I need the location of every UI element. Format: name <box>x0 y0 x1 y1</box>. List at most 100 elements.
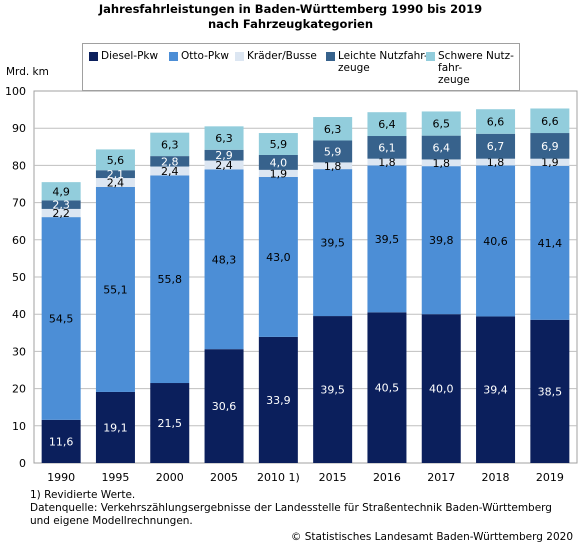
data-label: 2,4 <box>215 159 233 172</box>
bar-segment <box>258 169 298 177</box>
data-label: 2,8 <box>161 155 179 168</box>
data-label: 6,6 <box>541 115 559 128</box>
bar-segment <box>530 108 570 134</box>
legend-label: Leichte Nutzfahr- zeuge <box>338 50 428 74</box>
bar-segment <box>367 112 407 137</box>
bar-segment <box>367 158 407 166</box>
x-tick-label: 2005 <box>210 471 238 484</box>
footnote: 1) Revidierte Werte. <box>30 489 136 501</box>
data-label: 2,2 <box>52 207 70 220</box>
x-tick-label: 2015 <box>319 471 347 484</box>
data-label: 2,4 <box>161 165 179 178</box>
legend-swatch <box>326 52 335 61</box>
x-tick-label: 2000 <box>156 471 184 484</box>
data-label: 55,1 <box>103 283 128 296</box>
data-label: 11,6 <box>49 435 74 448</box>
bar-segment <box>41 419 81 463</box>
y-tick-label: 50 <box>12 271 26 284</box>
x-tick-label: 2019 <box>536 471 564 484</box>
data-label: 1,8 <box>433 157 451 170</box>
bar-segment <box>313 117 353 141</box>
chart-legend: Diesel-Pkw Otto-Pkw Kräder/Busse Leichte Nu… <box>82 43 520 91</box>
bar-segment <box>150 383 190 463</box>
data-label: 2,9 <box>215 149 233 162</box>
y-axis-unit-label: Mrd. km <box>6 66 49 78</box>
data-label: 19,1 <box>103 421 128 434</box>
data-label: 2,1 <box>107 168 125 181</box>
data-label: 33,9 <box>266 394 291 407</box>
bar-segment <box>530 319 570 463</box>
data-label: 48,3 <box>212 253 237 266</box>
data-label: 55,8 <box>158 273 183 286</box>
bar-segment <box>313 162 353 170</box>
bar-segment <box>530 165 570 320</box>
bar-segment <box>41 200 81 209</box>
data-label: 21,5 <box>158 417 183 430</box>
legend-item: Diesel-Pkw <box>89 50 158 62</box>
data-label: 1,8 <box>378 156 396 169</box>
data-label: 6,4 <box>378 118 396 131</box>
data-label: 1,8 <box>324 160 342 173</box>
y-tick-label: 0 <box>19 457 26 470</box>
legend-swatch <box>235 52 244 61</box>
data-label: 2,3 <box>52 199 70 212</box>
legend-swatch <box>169 52 178 61</box>
bar-segment <box>476 109 516 134</box>
bar-segment <box>41 217 81 420</box>
bar-segment <box>421 314 461 463</box>
data-label: 5,9 <box>324 145 342 158</box>
bar-segment <box>367 312 407 463</box>
bar-segment <box>95 149 135 171</box>
data-label: 6,6 <box>487 116 505 129</box>
data-label: 6,7 <box>487 140 505 153</box>
bar-segment <box>421 111 461 136</box>
bar-segment <box>476 165 516 317</box>
bar-segment <box>150 132 190 157</box>
bar-segment <box>476 158 516 166</box>
data-label: 6,3 <box>161 138 179 151</box>
bar-segment <box>367 165 407 313</box>
x-tick-label: 1995 <box>101 471 129 484</box>
y-tick-label: 10 <box>12 420 26 433</box>
bar-segment <box>95 178 135 187</box>
data-label: 39,4 <box>483 384 508 397</box>
bar-segment <box>421 135 461 160</box>
data-label: 43,0 <box>266 251 291 264</box>
y-tick-label: 90 <box>12 122 26 135</box>
data-label: 6,5 <box>433 118 451 131</box>
bar-segment <box>258 336 298 463</box>
x-tick-label: 2016 <box>373 471 401 484</box>
data-label: 1,9 <box>270 167 288 180</box>
bar-segment <box>476 133 516 159</box>
data-label: 41,4 <box>538 237 563 250</box>
legend-label: Kräder/Busse <box>247 50 317 62</box>
bar-segment <box>95 391 135 463</box>
bar-segment <box>150 166 190 176</box>
data-label: 4,9 <box>52 185 70 198</box>
bar-segment <box>258 176 298 337</box>
x-tick-label: 2010 1) <box>257 471 300 484</box>
bar-segment <box>150 175 190 384</box>
data-label: 6,9 <box>541 140 559 153</box>
bar-segment <box>41 208 81 218</box>
bar-segment <box>313 169 353 317</box>
legend-item: Kräder/Busse <box>235 50 317 62</box>
x-tick-label: 1990 <box>47 471 75 484</box>
bar-segment <box>204 169 244 350</box>
data-label: 40,0 <box>429 383 454 396</box>
data-label: 38,5 <box>538 385 563 398</box>
data-label: 2,4 <box>107 177 125 190</box>
y-tick-label: 40 <box>12 308 26 321</box>
chart-title: Jahresfahrleistungen in Baden-Württember… <box>98 2 483 31</box>
y-tick-label: 20 <box>12 383 26 396</box>
data-label: 54,5 <box>49 312 74 325</box>
legend-swatch <box>89 52 98 61</box>
bar-segment <box>476 316 516 463</box>
legend-item: Otto-Pkw <box>169 50 229 62</box>
legend-label: Diesel-Pkw <box>101 50 159 62</box>
bar-segment <box>41 182 81 201</box>
bar-segment <box>204 160 244 170</box>
bar-segment <box>313 140 353 163</box>
legend-item: Leichte Nutzfahr- zeuge <box>326 50 428 74</box>
data-label: 6,3 <box>324 123 342 136</box>
